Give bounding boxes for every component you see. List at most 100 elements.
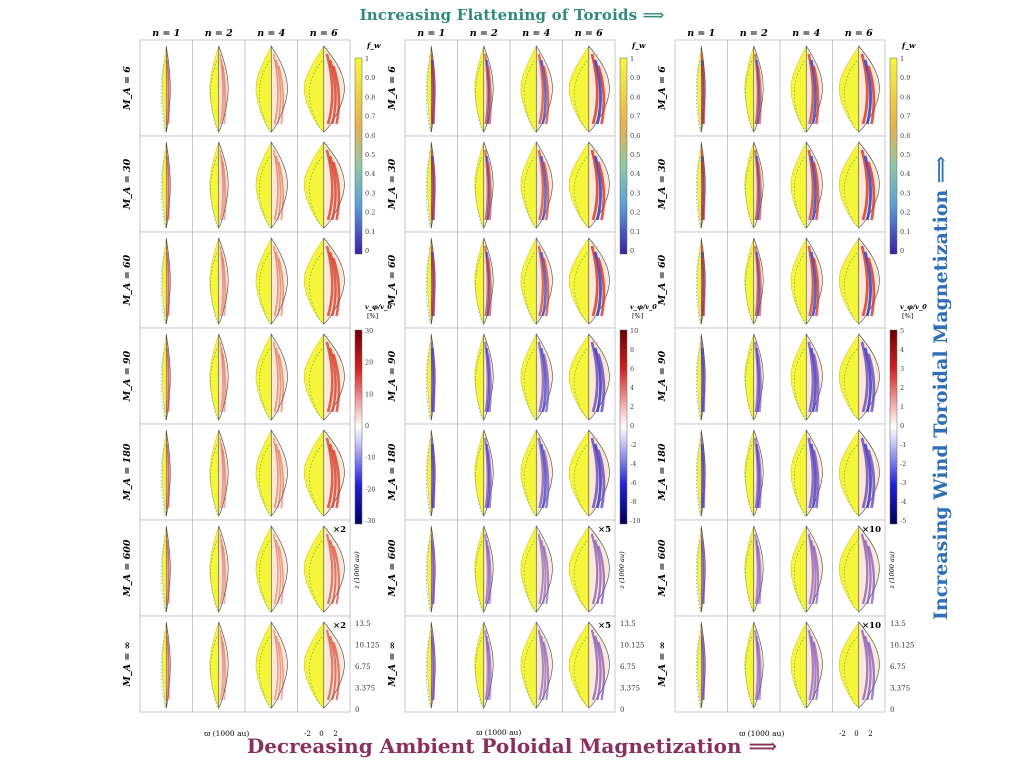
guide-curve — [843, 60, 859, 133]
lobe-streak — [273, 533, 279, 605]
plot-cell — [404, 423, 458, 521]
plot-cell — [779, 39, 833, 137]
guide-curve — [160, 636, 166, 709]
plot-cell — [297, 39, 351, 137]
guide-curve — [573, 348, 589, 421]
velocity-tick-label: 4 — [630, 384, 634, 392]
lobe-streak — [167, 257, 170, 317]
lobe-streak — [325, 629, 334, 701]
guide-curve — [794, 540, 806, 613]
lobe-left-half — [697, 237, 702, 325]
row-label: M_A = 60 — [657, 254, 668, 306]
column-label: n = 6 — [575, 28, 603, 39]
lobe-left-half — [303, 141, 324, 229]
column-label: n = 2 — [470, 28, 498, 39]
lobe-right-half — [218, 237, 229, 326]
lobe-streak — [597, 161, 606, 221]
lobe-streak — [864, 539, 872, 605]
lobe-streak — [332, 545, 340, 605]
guide-curve — [308, 444, 324, 517]
lobe-streak — [432, 545, 436, 605]
velocity-tick-label: -5 — [900, 517, 906, 525]
guide-curve — [843, 252, 859, 325]
lobe-streak — [275, 347, 282, 413]
lobe-left-half — [568, 621, 589, 709]
lobe-streak — [860, 629, 869, 701]
lobe-left-half — [209, 429, 219, 517]
lobe-streak — [542, 641, 550, 701]
guide-curve — [695, 540, 701, 613]
lobe-streak — [867, 353, 876, 413]
lobe-streak — [807, 245, 815, 317]
plot-cell — [674, 327, 728, 425]
lobe-streak — [487, 353, 492, 413]
fw-colorbar-title: f_w — [366, 41, 381, 50]
plot-cell — [779, 423, 833, 521]
lobe-streak — [701, 65, 706, 125]
guide-curve — [425, 636, 431, 709]
plot-cell — [832, 327, 886, 425]
lobe-left-half — [697, 333, 702, 421]
lobe-streak — [860, 341, 869, 413]
lobe-streak — [590, 149, 599, 221]
guide-curve — [695, 444, 701, 517]
lobe-streak — [166, 635, 170, 701]
lobe-left-half — [697, 429, 702, 517]
plot-cell — [139, 519, 193, 617]
lobe-streak — [757, 353, 762, 413]
guide-curve — [308, 60, 324, 133]
plot-cell — [509, 231, 563, 329]
velocity-tick-label: -4 — [630, 460, 636, 468]
lobe-left-half — [303, 621, 324, 709]
guide-curve — [160, 444, 166, 517]
guide-curve — [524, 348, 536, 421]
fw-tick-label: 0.8 — [900, 93, 910, 101]
fw-tick-label: 0.1 — [630, 228, 640, 236]
guide-curve — [425, 156, 431, 229]
lobe-left-half — [474, 621, 484, 709]
lobe-streak — [810, 539, 817, 605]
lobe-left-half — [568, 429, 589, 517]
lobe-streak — [757, 257, 762, 317]
z-tick-label: 10.125 — [355, 642, 380, 650]
lobe-streak — [167, 449, 170, 509]
plot-cell — [674, 39, 728, 137]
plot-cell — [139, 231, 193, 329]
fw-tick-label: 0.6 — [365, 132, 375, 140]
lobe-left-half — [162, 621, 167, 709]
velocity-tick-label: 3 — [900, 365, 904, 373]
lobe-streak — [167, 65, 170, 125]
plot-cell — [297, 519, 351, 617]
guide-curve — [794, 636, 806, 709]
scale-label: ×10 — [862, 525, 881, 535]
lobe-streak — [867, 65, 876, 125]
row-label: M_A = ∞ — [657, 641, 668, 687]
lobe-streak — [537, 629, 544, 701]
lobe-streak — [278, 641, 284, 701]
plot-cell — [139, 423, 193, 521]
lobe-streak — [860, 437, 869, 509]
plot-cell — [832, 231, 886, 329]
lobe-streak — [277, 161, 284, 221]
lobe-streak — [812, 641, 820, 701]
guide-curve — [695, 348, 701, 421]
lobe-left-half — [162, 45, 167, 133]
lobe-right-half — [165, 333, 171, 421]
scale-label: ×5 — [598, 621, 611, 631]
guide-curve — [524, 60, 536, 133]
lobe-left-half — [838, 141, 859, 229]
guide-curve — [308, 348, 324, 421]
x-axis-label: ϖ (1000 au) — [476, 728, 521, 737]
velocity-colorbar-unit: [%] — [902, 312, 913, 320]
plot-cell — [727, 135, 781, 233]
lobe-streak — [597, 449, 606, 509]
fw-tick-label: 0.5 — [630, 151, 640, 159]
velocity-tick-label: 10 — [365, 390, 373, 398]
guide-curve — [843, 540, 859, 613]
lobe-streak — [219, 341, 224, 413]
guide-curve — [259, 60, 271, 133]
column-label: n = 4 — [257, 28, 285, 39]
lobe-streak — [487, 545, 492, 605]
lobe-streak — [540, 539, 547, 605]
guide-curve — [695, 252, 701, 325]
